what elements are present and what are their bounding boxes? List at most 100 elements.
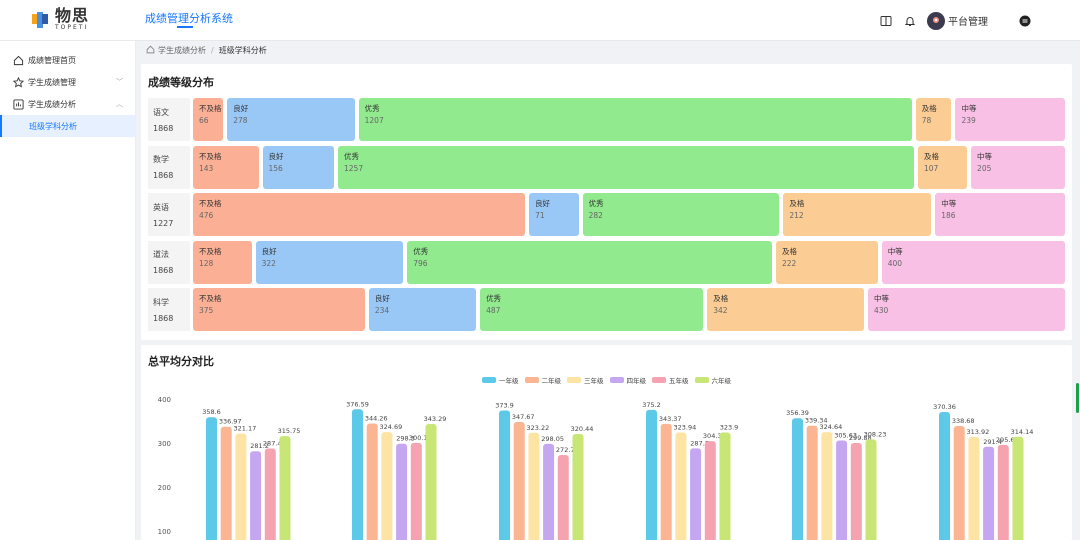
bar[interactable] bbox=[646, 409, 657, 540]
bar[interactable] bbox=[806, 425, 818, 540]
bar[interactable] bbox=[235, 433, 247, 540]
grade-segment[interactable]: 不及格 375 bbox=[193, 288, 365, 331]
bar[interactable] bbox=[499, 410, 510, 540]
bar[interactable] bbox=[821, 432, 833, 540]
bar[interactable] bbox=[543, 443, 555, 540]
bar[interactable] bbox=[206, 417, 217, 540]
data-label: 295.69 bbox=[996, 436, 1019, 444]
legend-item[interactable]: 一年级 bbox=[482, 375, 519, 385]
grade-segment[interactable]: 中等 400 bbox=[881, 240, 1065, 284]
grade-segment[interactable]: 中等 205 bbox=[971, 145, 1065, 189]
bar[interactable] bbox=[704, 441, 716, 540]
legend-item[interactable]: 五年级 bbox=[652, 375, 689, 385]
sidebar-item-score-analysis[interactable]: 学生成绩分析 ︿ bbox=[0, 93, 135, 115]
grade-segment[interactable]: 不及格 143 bbox=[193, 145, 259, 189]
grade-segment[interactable]: 中等 239 bbox=[955, 98, 1065, 141]
brand-logo[interactable]: 物思 TOPETI bbox=[31, 8, 89, 31]
grade-segment[interactable]: 及格 222 bbox=[775, 240, 878, 284]
bar[interactable] bbox=[572, 434, 584, 540]
segment-label: 良好 bbox=[233, 104, 249, 113]
breadcrumb: 学生成绩分析 / 班级学科分析 bbox=[146, 45, 267, 56]
grade-row: 数学 1868 不及格 143 良好 156 优秀 1257 及格 107 中等 205 bbox=[148, 145, 1065, 189]
bar[interactable] bbox=[997, 444, 1009, 540]
bar[interactable] bbox=[953, 425, 965, 540]
grade-segment[interactable]: 优秀 1257 bbox=[338, 145, 914, 189]
grade-segment[interactable]: 不及格 476 bbox=[193, 193, 526, 236]
grade-segment[interactable]: 良好 234 bbox=[368, 288, 477, 331]
bell-icon[interactable] bbox=[903, 14, 917, 28]
sidebar-sub-item-label: 班级学科分析 bbox=[29, 121, 77, 131]
bar[interactable] bbox=[968, 436, 980, 540]
bar[interactable] bbox=[528, 432, 540, 540]
grade-segment[interactable]: 及格 78 bbox=[915, 98, 952, 141]
grade-segment[interactable]: 及格 212 bbox=[783, 193, 932, 236]
bar[interactable] bbox=[279, 436, 291, 540]
bar[interactable] bbox=[690, 448, 702, 540]
segment-value: 342 bbox=[713, 306, 728, 315]
bar[interactable] bbox=[250, 451, 262, 540]
legend-item[interactable]: 四年级 bbox=[609, 375, 646, 385]
breadcrumb-item[interactable]: 学生成绩分析 bbox=[158, 46, 206, 55]
data-label: 347.67 bbox=[512, 413, 535, 421]
bar[interactable] bbox=[983, 446, 995, 540]
bar[interactable] bbox=[410, 442, 422, 540]
app-title[interactable]: 成绩管理分析系统 bbox=[145, 12, 233, 25]
data-label: 343.29 bbox=[424, 415, 447, 423]
book-icon[interactable] bbox=[879, 14, 893, 28]
grade-segment[interactable]: 优秀 1207 bbox=[358, 98, 912, 141]
sidebar-item-class-subject-analysis[interactable]: 班级学科分析 bbox=[0, 115, 135, 137]
bar[interactable] bbox=[352, 409, 363, 540]
segment-value: 186 bbox=[941, 211, 956, 220]
grade-segment[interactable]: 优秀 796 bbox=[407, 240, 772, 284]
legend-label: 五年级 bbox=[669, 377, 689, 385]
grade-segment[interactable]: 及格 107 bbox=[918, 145, 968, 189]
bar[interactable] bbox=[836, 440, 848, 540]
bar[interactable] bbox=[366, 423, 378, 540]
sidebar-item-score-management[interactable]: 学生成绩管理 ﹀ bbox=[0, 71, 135, 93]
avatar[interactable] bbox=[927, 11, 945, 30]
bar[interactable] bbox=[1012, 436, 1024, 540]
grade-segment[interactable]: 及格 342 bbox=[707, 288, 864, 331]
legend-item[interactable]: 六年级 bbox=[694, 375, 731, 385]
data-label: 323.22 bbox=[527, 424, 550, 432]
grade-segment[interactable]: 良好 156 bbox=[262, 145, 334, 189]
subject-name: 数学 bbox=[153, 155, 169, 164]
grade-segment[interactable]: 优秀 487 bbox=[480, 288, 704, 331]
grade-segment[interactable]: 良好 322 bbox=[255, 240, 404, 284]
grade-segment[interactable]: 优秀 282 bbox=[582, 193, 780, 236]
segment-label: 不及格 bbox=[199, 151, 222, 161]
grade-segment[interactable]: 不及格 128 bbox=[193, 240, 252, 284]
grade-row: 科学 1868 不及格 375 良好 234 优秀 487 及格 342 中等 430 bbox=[148, 288, 1065, 331]
bar[interactable] bbox=[425, 423, 437, 540]
bar[interactable] bbox=[660, 423, 672, 540]
bar[interactable] bbox=[381, 432, 393, 540]
grade-segment[interactable]: 中等 186 bbox=[935, 193, 1065, 236]
grade-segment[interactable]: 良好 278 bbox=[227, 98, 355, 141]
bar[interactable] bbox=[865, 439, 877, 540]
scrollbar-thumb[interactable] bbox=[1076, 383, 1079, 413]
bar[interactable] bbox=[792, 418, 803, 540]
segment-label: 中等 bbox=[887, 246, 903, 256]
home-icon[interactable] bbox=[146, 45, 155, 56]
bar[interactable] bbox=[850, 443, 862, 540]
bar[interactable] bbox=[719, 432, 731, 540]
grade-segment[interactable]: 不及格 66 bbox=[193, 98, 224, 141]
bar[interactable] bbox=[264, 448, 276, 540]
data-label: 315.75 bbox=[278, 427, 301, 435]
bar[interactable] bbox=[396, 443, 408, 540]
segment-value: 796 bbox=[413, 258, 428, 268]
segment-value: 278 bbox=[233, 116, 248, 125]
data-label: 324.64 bbox=[820, 423, 843, 431]
bar[interactable] bbox=[675, 432, 687, 540]
user-name[interactable]: 平台管理 bbox=[948, 17, 988, 28]
legend-item[interactable]: 二年级 bbox=[524, 375, 561, 385]
bar[interactable] bbox=[220, 426, 232, 540]
legend-item[interactable]: 三年级 bbox=[567, 375, 604, 385]
sidebar-item-home[interactable]: 成绩管理首页 bbox=[0, 49, 135, 71]
grade-segment[interactable]: 良好 71 bbox=[529, 193, 579, 236]
bar[interactable] bbox=[557, 454, 569, 540]
menu-toggle-icon[interactable] bbox=[1018, 14, 1032, 28]
bar[interactable] bbox=[939, 412, 950, 540]
grade-segment[interactable]: 中等 430 bbox=[867, 288, 1065, 331]
bar[interactable] bbox=[513, 422, 525, 540]
